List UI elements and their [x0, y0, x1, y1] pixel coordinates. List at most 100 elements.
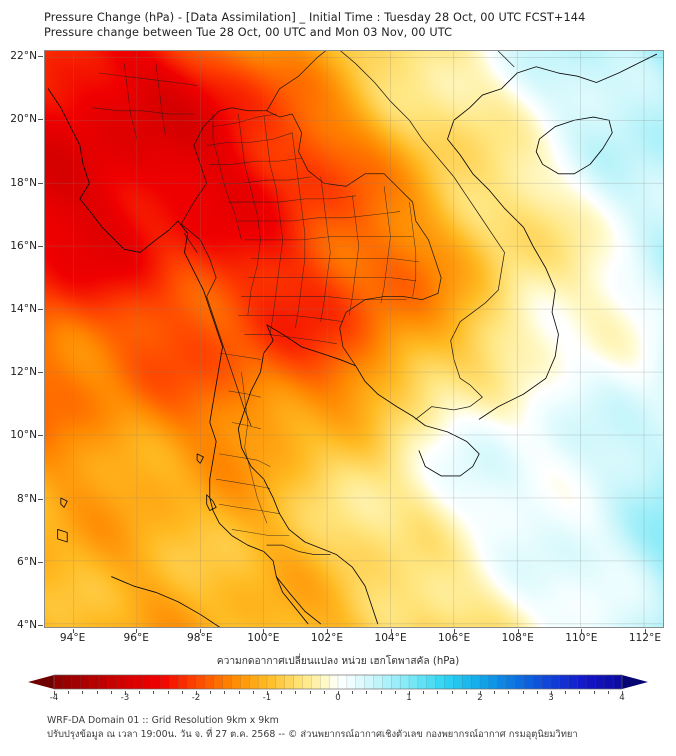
y-axis-tick-label: 4°N — [17, 618, 37, 631]
colorbar-tick-mark — [366, 691, 368, 694]
y-axis-tick-mark — [38, 119, 43, 121]
x-axis-tick-label: 112°E — [628, 632, 662, 644]
x-axis-tick-mark — [199, 629, 201, 633]
x-axis-tick-mark — [517, 629, 519, 633]
colorbar-tick-mark — [295, 691, 297, 694]
colorbar-gradient — [28, 674, 648, 690]
colorbar-tick-mark — [607, 691, 609, 694]
footer-block: WRF-DA Domain 01 :: Grid Resolution 9km … — [47, 714, 667, 742]
colorbar-tick-mark — [380, 691, 382, 694]
colorbar-tick-mark — [508, 691, 510, 694]
colorbar-tick-mark — [267, 691, 268, 695]
y-axis-tick-mark — [38, 561, 43, 563]
y-axis-tick-mark — [38, 435, 43, 437]
x-axis-tick-mark — [136, 629, 138, 633]
y-axis-tick-mark — [38, 56, 43, 58]
x-axis-tick-label: 104°E — [374, 632, 407, 644]
colorbar-tick-mark — [224, 691, 226, 694]
title-line-1: Pressure Change (hPa) - [Data Assimilati… — [44, 11, 586, 24]
colorbar-tick-mark — [82, 691, 84, 694]
y-axis-tick-label: 10°N — [10, 429, 37, 442]
colorbar-block: ความกดอากาศเปลี่ยนแปลง หน่วย เฮกโตพาสคัล… — [0, 655, 676, 705]
colorbar-tick-mark — [622, 691, 623, 695]
colorbar-tick-mark — [110, 691, 112, 694]
colorbar-tick-mark — [480, 691, 481, 695]
x-axis-tick-mark — [581, 629, 583, 633]
map-plot-area — [44, 50, 664, 628]
colorbar-tick-mark — [96, 691, 98, 694]
colorbar-tick-label: 0 — [335, 693, 341, 703]
x-axis-tick-label: 108°E — [501, 632, 534, 644]
x-axis-tick-mark — [390, 629, 392, 633]
y-axis-tick-label: 6°N — [17, 555, 37, 568]
colorbar-tick-mark — [565, 691, 567, 694]
x-axis-tick-mark — [454, 629, 456, 633]
colorbar-tick-label: 2 — [477, 693, 483, 703]
colorbar-tick-mark — [139, 691, 141, 694]
x-axis-tick-mark — [72, 629, 74, 633]
colorbar-tick-mark — [494, 691, 496, 694]
colorbar-tick-label: 4 — [619, 693, 625, 703]
y-axis-tick-label: 22°N — [10, 50, 37, 63]
colorbar-tick-mark — [238, 691, 240, 694]
colorbar-tick-mark — [451, 691, 453, 694]
colorbar-title: ความกดอากาศเปลี่ยนแปลง หน่วย เฮกโตพาสคัล… — [216, 656, 460, 667]
y-axis-tick-mark — [38, 308, 43, 310]
x-axis-tick-label: 98°E — [187, 632, 213, 644]
colorbar-tick-label: -4 — [49, 693, 59, 703]
x-axis-tick-mark — [326, 629, 328, 633]
colorbar-tick-mark — [394, 691, 396, 694]
colorbar-tick-mark — [153, 691, 155, 694]
colorbar-tick-mark — [181, 691, 183, 694]
y-axis-tick-label: 18°N — [10, 176, 37, 189]
colorbar-tick-mark — [167, 691, 169, 694]
pressure-change-heatmap — [45, 51, 663, 627]
y-axis-tick-mark — [38, 182, 43, 184]
colorbar-tick-labels: -4 -3 -2 -1 0 1 2 3 4 — [28, 691, 648, 705]
y-axis-tick-label: 14°N — [10, 302, 37, 315]
y-axis-tick-label: 16°N — [10, 239, 37, 252]
colorbar-tick-mark — [281, 691, 283, 694]
colorbar-tick-mark — [409, 691, 410, 695]
colorbar-tick-mark — [54, 691, 55, 695]
colorbar-tick-mark — [551, 691, 552, 695]
x-axis-tick-mark — [263, 629, 265, 633]
chart-title-block: Pressure Change (hPa) - [Data Assimilati… — [44, 10, 664, 40]
y-axis-tick-mark — [38, 624, 43, 626]
colorbar-tick-mark — [437, 691, 439, 694]
colorbar-strip — [28, 673, 648, 691]
colorbar-tick-mark — [323, 691, 325, 694]
y-axis-tick-mark — [38, 245, 43, 247]
colorbar-tick-label: 3 — [548, 693, 554, 703]
colorbar-tick-mark — [210, 691, 212, 694]
x-axis-tick-label: 96°E — [123, 632, 149, 644]
colorbar-tick-mark — [338, 691, 339, 695]
x-axis-tick-mark — [644, 629, 646, 633]
x-axis-tick-label: 106°E — [438, 632, 471, 644]
colorbar-tick-label: -2 — [191, 693, 201, 703]
footer-line-credit: ปรับปรุงข้อมูล ณ เวลา 19:00น. วัน จ. ที่… — [47, 729, 578, 740]
colorbar-tick-mark — [352, 691, 354, 694]
y-axis-tick-mark — [38, 498, 43, 500]
colorbar-tick-mark — [579, 691, 581, 694]
colorbar-tick-label: 1 — [406, 693, 412, 703]
x-axis-tick-label: 110°E — [565, 632, 598, 644]
y-axis-tick-label: 8°N — [17, 492, 37, 505]
colorbar-tick-mark — [423, 691, 425, 694]
colorbar-tick-mark — [68, 691, 70, 694]
colorbar-tick-label: -1 — [262, 693, 272, 703]
colorbar-tick-mark — [593, 691, 595, 694]
colorbar-tick-mark — [309, 691, 311, 694]
footer-line-model: WRF-DA Domain 01 :: Grid Resolution 9km … — [47, 715, 279, 726]
colorbar-tick-mark — [536, 691, 538, 694]
y-axis-tick-mark — [38, 372, 43, 374]
colorbar-tick-mark — [196, 691, 197, 695]
x-axis-tick-label: 102°E — [310, 632, 344, 644]
colorbar-tick-label: -3 — [120, 693, 130, 703]
colorbar-tick-mark — [252, 691, 254, 694]
x-axis-tick-label: 100°E — [247, 632, 280, 644]
colorbar-tick-mark — [522, 691, 524, 694]
x-axis-tick-label: 94°E — [59, 632, 86, 644]
colorbar-tick-mark — [465, 691, 467, 694]
y-axis-tick-label: 12°N — [10, 366, 37, 379]
